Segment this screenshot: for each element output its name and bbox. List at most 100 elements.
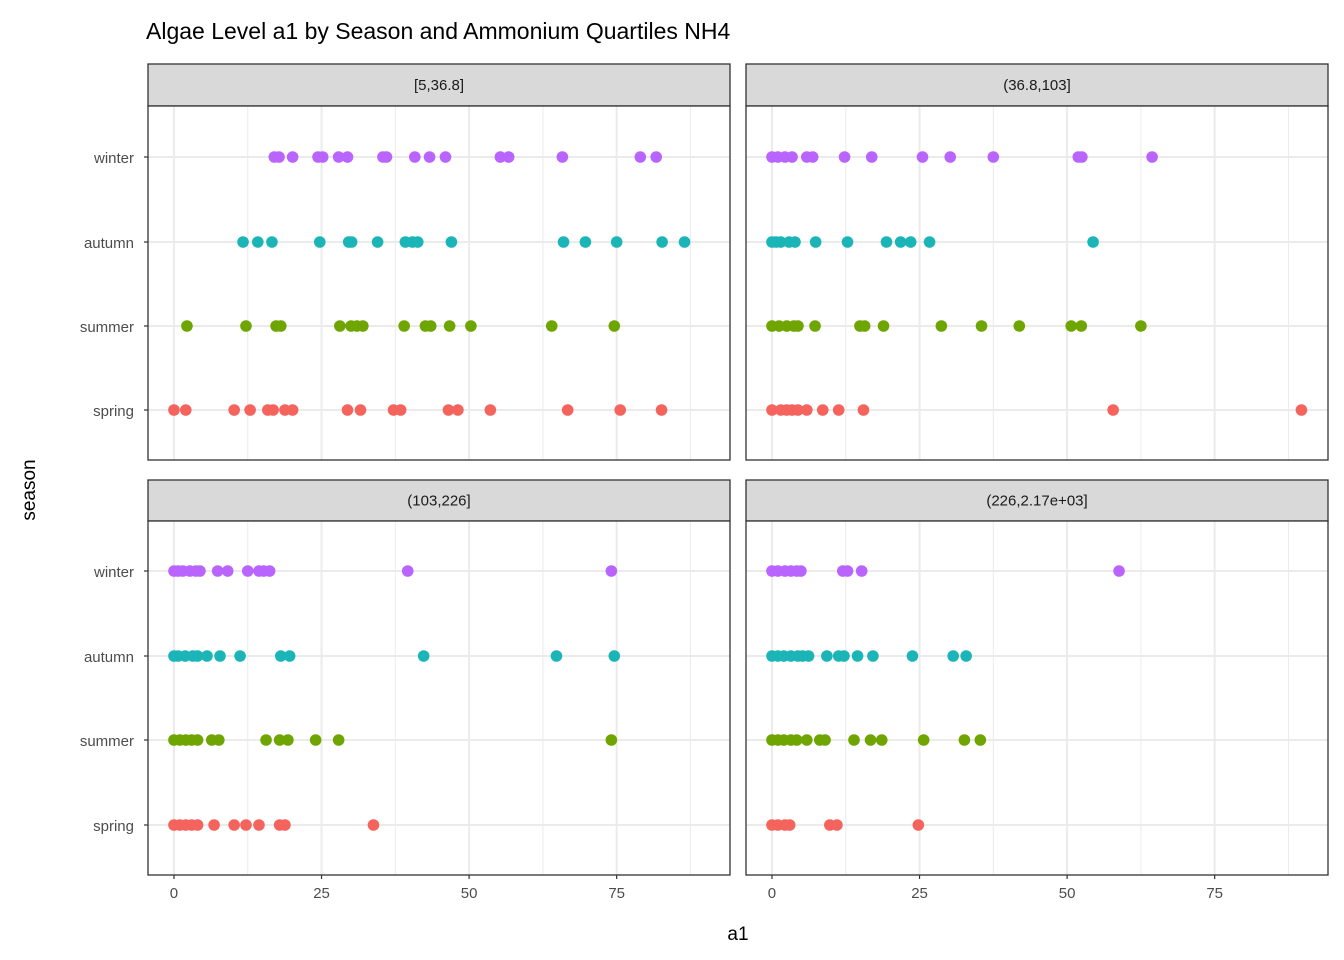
data-point-spring bbox=[792, 404, 804, 416]
data-point-spring bbox=[286, 404, 299, 416]
data-point-autumn bbox=[867, 650, 879, 662]
chart-title: Algae Level a1 by Season and Ammonium Qu… bbox=[146, 18, 730, 44]
y-tick-label: winter bbox=[93, 150, 134, 167]
data-point-winter bbox=[838, 151, 851, 163]
data-point-summer bbox=[877, 320, 890, 332]
data-point-winter bbox=[401, 565, 414, 577]
x-tick-label: 50 bbox=[461, 885, 478, 902]
data-point-winter bbox=[341, 151, 354, 163]
data-point-spring bbox=[179, 404, 192, 416]
data-point-winter bbox=[332, 151, 345, 163]
data-point-summer bbox=[357, 320, 369, 332]
data-point-spring bbox=[766, 404, 778, 416]
facet-strip bbox=[147, 63, 731, 107]
data-point-autumn bbox=[313, 236, 326, 248]
data-point-winter bbox=[855, 565, 868, 577]
panel-border bbox=[147, 105, 731, 461]
data-point-summer bbox=[260, 734, 272, 746]
data-point-summer bbox=[1013, 320, 1026, 332]
data-point-summer bbox=[917, 734, 930, 746]
data-point-summer bbox=[465, 320, 477, 332]
data-point-summer bbox=[858, 320, 871, 332]
data-point-spring bbox=[341, 404, 354, 416]
data-point-summer bbox=[191, 734, 204, 746]
data-point-autumn bbox=[234, 650, 246, 662]
data-point-winter bbox=[221, 565, 234, 577]
data-point-autumn bbox=[851, 650, 864, 662]
facet-strip-label: (36.8,103] bbox=[1003, 77, 1071, 94]
data-point-summer bbox=[875, 734, 888, 746]
data-point-summer bbox=[181, 320, 193, 332]
data-point-spring bbox=[655, 404, 668, 416]
data-point-winter bbox=[380, 151, 393, 163]
data-point-winter bbox=[502, 151, 515, 163]
data-point-winter bbox=[286, 151, 299, 163]
y-tick-label: autumn bbox=[84, 649, 134, 666]
data-point-autumn bbox=[841, 236, 854, 248]
panel-border bbox=[745, 105, 1329, 461]
data-point-summer bbox=[309, 734, 322, 746]
data-point-summer bbox=[608, 320, 621, 332]
data-point-autumn bbox=[1087, 236, 1099, 248]
facet-panel: (226,2.17e+03] 0 25 50 75 bbox=[745, 479, 1329, 902]
data-point-winter bbox=[1146, 151, 1158, 163]
data-point-spring bbox=[484, 404, 497, 416]
data-point-autumn bbox=[610, 236, 623, 248]
data-point-summer bbox=[213, 734, 225, 746]
x-tick-label: 75 bbox=[608, 885, 625, 902]
data-point-summer bbox=[790, 734, 803, 746]
data-point-summer bbox=[800, 734, 813, 746]
data-point-autumn bbox=[802, 650, 815, 662]
data-point-spring bbox=[452, 404, 464, 416]
data-point-spring bbox=[228, 819, 240, 831]
data-point-winter bbox=[786, 151, 798, 163]
data-point-spring bbox=[912, 819, 925, 831]
data-point-autumn bbox=[371, 236, 384, 248]
data-point-autumn bbox=[266, 236, 278, 248]
data-point-spring bbox=[191, 819, 204, 831]
panel-background bbox=[148, 521, 730, 875]
data-point-autumn bbox=[923, 236, 936, 248]
data-point-autumn bbox=[656, 236, 668, 248]
data-point-winter bbox=[795, 565, 807, 577]
data-point-winter bbox=[1076, 151, 1088, 163]
data-point-winter bbox=[605, 565, 618, 577]
data-point-autumn bbox=[345, 236, 358, 248]
data-point-autumn bbox=[947, 650, 959, 662]
data-point-spring bbox=[168, 404, 180, 416]
data-point-spring bbox=[279, 819, 291, 831]
x-tick-label: 50 bbox=[1059, 885, 1076, 902]
data-point-spring bbox=[228, 404, 240, 416]
y-tick-label: autumn bbox=[84, 235, 134, 252]
data-point-winter bbox=[634, 151, 647, 163]
x-tick-label: 0 bbox=[768, 885, 776, 902]
y-tick-label: summer bbox=[80, 319, 134, 336]
data-point-autumn bbox=[445, 236, 458, 248]
x-axis-label: a1 bbox=[727, 924, 748, 945]
data-point-summer bbox=[848, 734, 860, 746]
y-axis-label: season bbox=[19, 459, 40, 520]
data-point-summer bbox=[1135, 320, 1147, 332]
data-point-summer bbox=[1065, 320, 1078, 332]
data-point-winter bbox=[916, 151, 929, 163]
y-tick-label: summer bbox=[80, 733, 134, 750]
facet-panel: (103,226] winter autumn summer spring 0 25 50 75 bbox=[80, 479, 731, 902]
data-point-autumn bbox=[894, 236, 907, 248]
data-point-winter bbox=[494, 151, 507, 163]
data-point-winter bbox=[263, 565, 276, 577]
data-point-summer bbox=[332, 734, 345, 746]
data-point-winter bbox=[439, 151, 452, 163]
facet-strip-label: [5,36.8] bbox=[414, 77, 464, 94]
data-point-winter bbox=[194, 565, 206, 577]
facet-strip bbox=[745, 479, 1329, 522]
data-point-autumn bbox=[608, 650, 621, 662]
data-point-winter bbox=[273, 151, 285, 163]
facet-strip bbox=[147, 479, 731, 522]
data-point-summer bbox=[443, 320, 456, 332]
x-tick-label: 25 bbox=[313, 885, 330, 902]
data-point-spring bbox=[783, 819, 796, 831]
data-point-winter bbox=[865, 151, 878, 163]
data-point-summer bbox=[935, 320, 948, 332]
data-point-spring bbox=[394, 404, 407, 416]
data-point-autumn bbox=[237, 236, 249, 248]
